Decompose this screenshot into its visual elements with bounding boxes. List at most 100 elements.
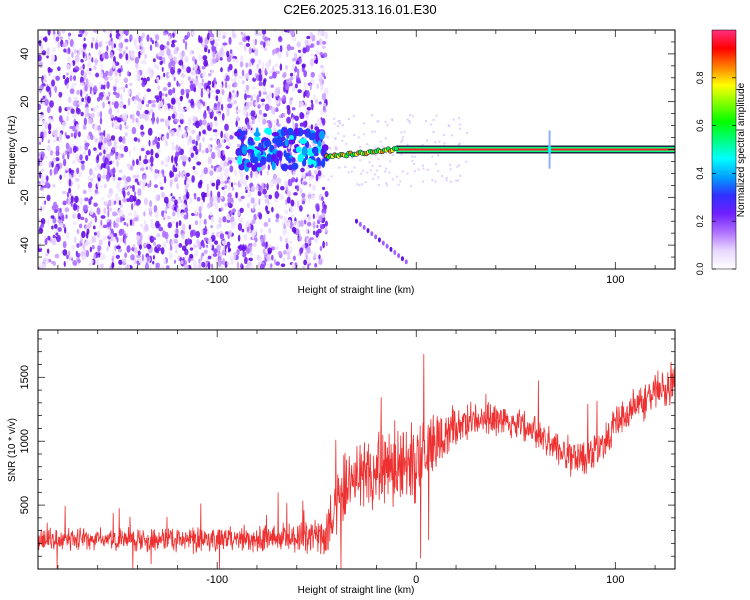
spectrogram-cell [179, 118, 184, 125]
spectrogram-cell [72, 145, 77, 154]
spectrogram-cell [239, 217, 244, 223]
spectrogram-cell [93, 147, 97, 151]
spectrogram-cell [173, 76, 176, 82]
spectrogram-cell [58, 91, 63, 98]
spectrogram-cell [196, 263, 200, 269]
spectrogram-cell [268, 227, 272, 234]
spectrogram-cell [257, 32, 262, 36]
spectrogram-cell [270, 84, 275, 88]
spectrogram-cell [122, 135, 126, 141]
spectrogram-cell [49, 149, 54, 156]
spectrogram-cell [119, 100, 124, 109]
spectrogram-cell [285, 187, 289, 193]
spectrogram-cell [216, 195, 221, 204]
spectrogram-cell [184, 207, 189, 213]
spectrogram-cell [321, 145, 326, 155]
spectrogram-cell [133, 137, 138, 142]
spectrogram-cell [311, 146, 319, 155]
spectrogram-content [38, 30, 675, 269]
spectrogram-cell [156, 244, 162, 248]
spectrogram-cell [171, 155, 174, 164]
spectrogram-cell [157, 149, 161, 155]
spectrogram-cell [149, 44, 153, 51]
spectrogram-cell [250, 170, 253, 179]
spectrogram-cell [89, 221, 93, 225]
spectrogram-cell [291, 157, 296, 163]
spectrogram-cell [362, 133, 365, 136]
spectrogram-cell [195, 151, 198, 155]
spectrogram-cell [152, 255, 156, 260]
spectrogram-cell [311, 184, 317, 191]
spectrogram-cell [384, 137, 387, 140]
spectrogram-cell [135, 63, 139, 69]
spectrogram-cell [450, 134, 453, 137]
spectrogram-cell [139, 42, 143, 47]
spectrogram-cell [123, 221, 127, 226]
spectrogram-cell [374, 146, 377, 149]
spectrogram-cell [225, 131, 230, 138]
spectrogram-cell [129, 34, 133, 41]
spec-y-tick-label: 20 [19, 96, 31, 108]
spectrogram-cell [77, 131, 81, 138]
spectrogram-cell [96, 154, 100, 161]
spectrogram-cell [269, 76, 273, 80]
spectrogram-cell [116, 160, 120, 167]
spectrogram-cell [273, 258, 277, 265]
spectrogram-cell [41, 153, 45, 159]
spectrogram-cell [266, 128, 272, 136]
spectrogram-cell [254, 38, 257, 46]
spectrogram-cell [318, 101, 322, 105]
spectrogram-cell [80, 111, 84, 117]
spectrogram-cell [70, 132, 74, 138]
spectrogram-cell [312, 221, 316, 229]
spectrogram-cell [120, 93, 123, 101]
spectrogram-cell [350, 170, 353, 173]
spectrogram-cell [119, 216, 123, 223]
spectrogram-cell [174, 118, 180, 122]
spectrogram-cell [222, 216, 227, 223]
spectrogram-cell [251, 120, 255, 125]
spectrogram-cell [66, 151, 70, 160]
spectrogram-cell [324, 220, 328, 227]
spectrogram-cell [90, 42, 94, 49]
spectrogram-cell [186, 66, 192, 74]
spectrogram-cell [264, 68, 267, 75]
spectrogram-cell [163, 72, 166, 78]
spectrogram-cell [65, 214, 68, 219]
spectrogram-cell [154, 184, 158, 188]
spectrogram-cell [305, 255, 308, 260]
spectrogram-cell [241, 251, 247, 258]
spectrogram-cell [358, 184, 361, 187]
spectrogram-cell [292, 121, 296, 130]
spectrogram-cell [107, 75, 113, 81]
spectrogram-cell [226, 219, 231, 223]
spectrogram-cell [163, 163, 169, 167]
spectrogram-cell [457, 179, 460, 182]
spectrogram-cell [194, 220, 199, 226]
spectrogram-cell [121, 228, 125, 235]
spectrogram-cell [109, 68, 113, 76]
spectrogram-cell [38, 158, 41, 166]
spectrogram-cell [119, 144, 125, 151]
spectrogram-cell [411, 155, 414, 158]
spectrogram-cell [345, 142, 348, 145]
spectrogram-cell [86, 62, 92, 68]
spectrogram-cell [266, 169, 269, 176]
spectrogram-cell [100, 255, 103, 261]
spectrogram-cell [155, 42, 160, 48]
spectrogram-cell [297, 253, 300, 257]
spectrogram-cell [458, 142, 461, 145]
spectrogram-cell [144, 223, 149, 232]
spectrogram-cell [89, 72, 92, 77]
spectrogram-cell [47, 145, 51, 153]
spectrogram-cell [117, 248, 123, 253]
spectrogram-cell [124, 125, 129, 130]
spectrogram-cell [99, 110, 103, 118]
spectrogram-cell [195, 140, 198, 147]
spectrogram-cell [81, 230, 86, 239]
spectrogram-cell [101, 52, 105, 59]
spectrogram-cell [157, 85, 161, 91]
spectrogram-cell [98, 164, 101, 172]
spectrogram-cell [197, 181, 203, 189]
